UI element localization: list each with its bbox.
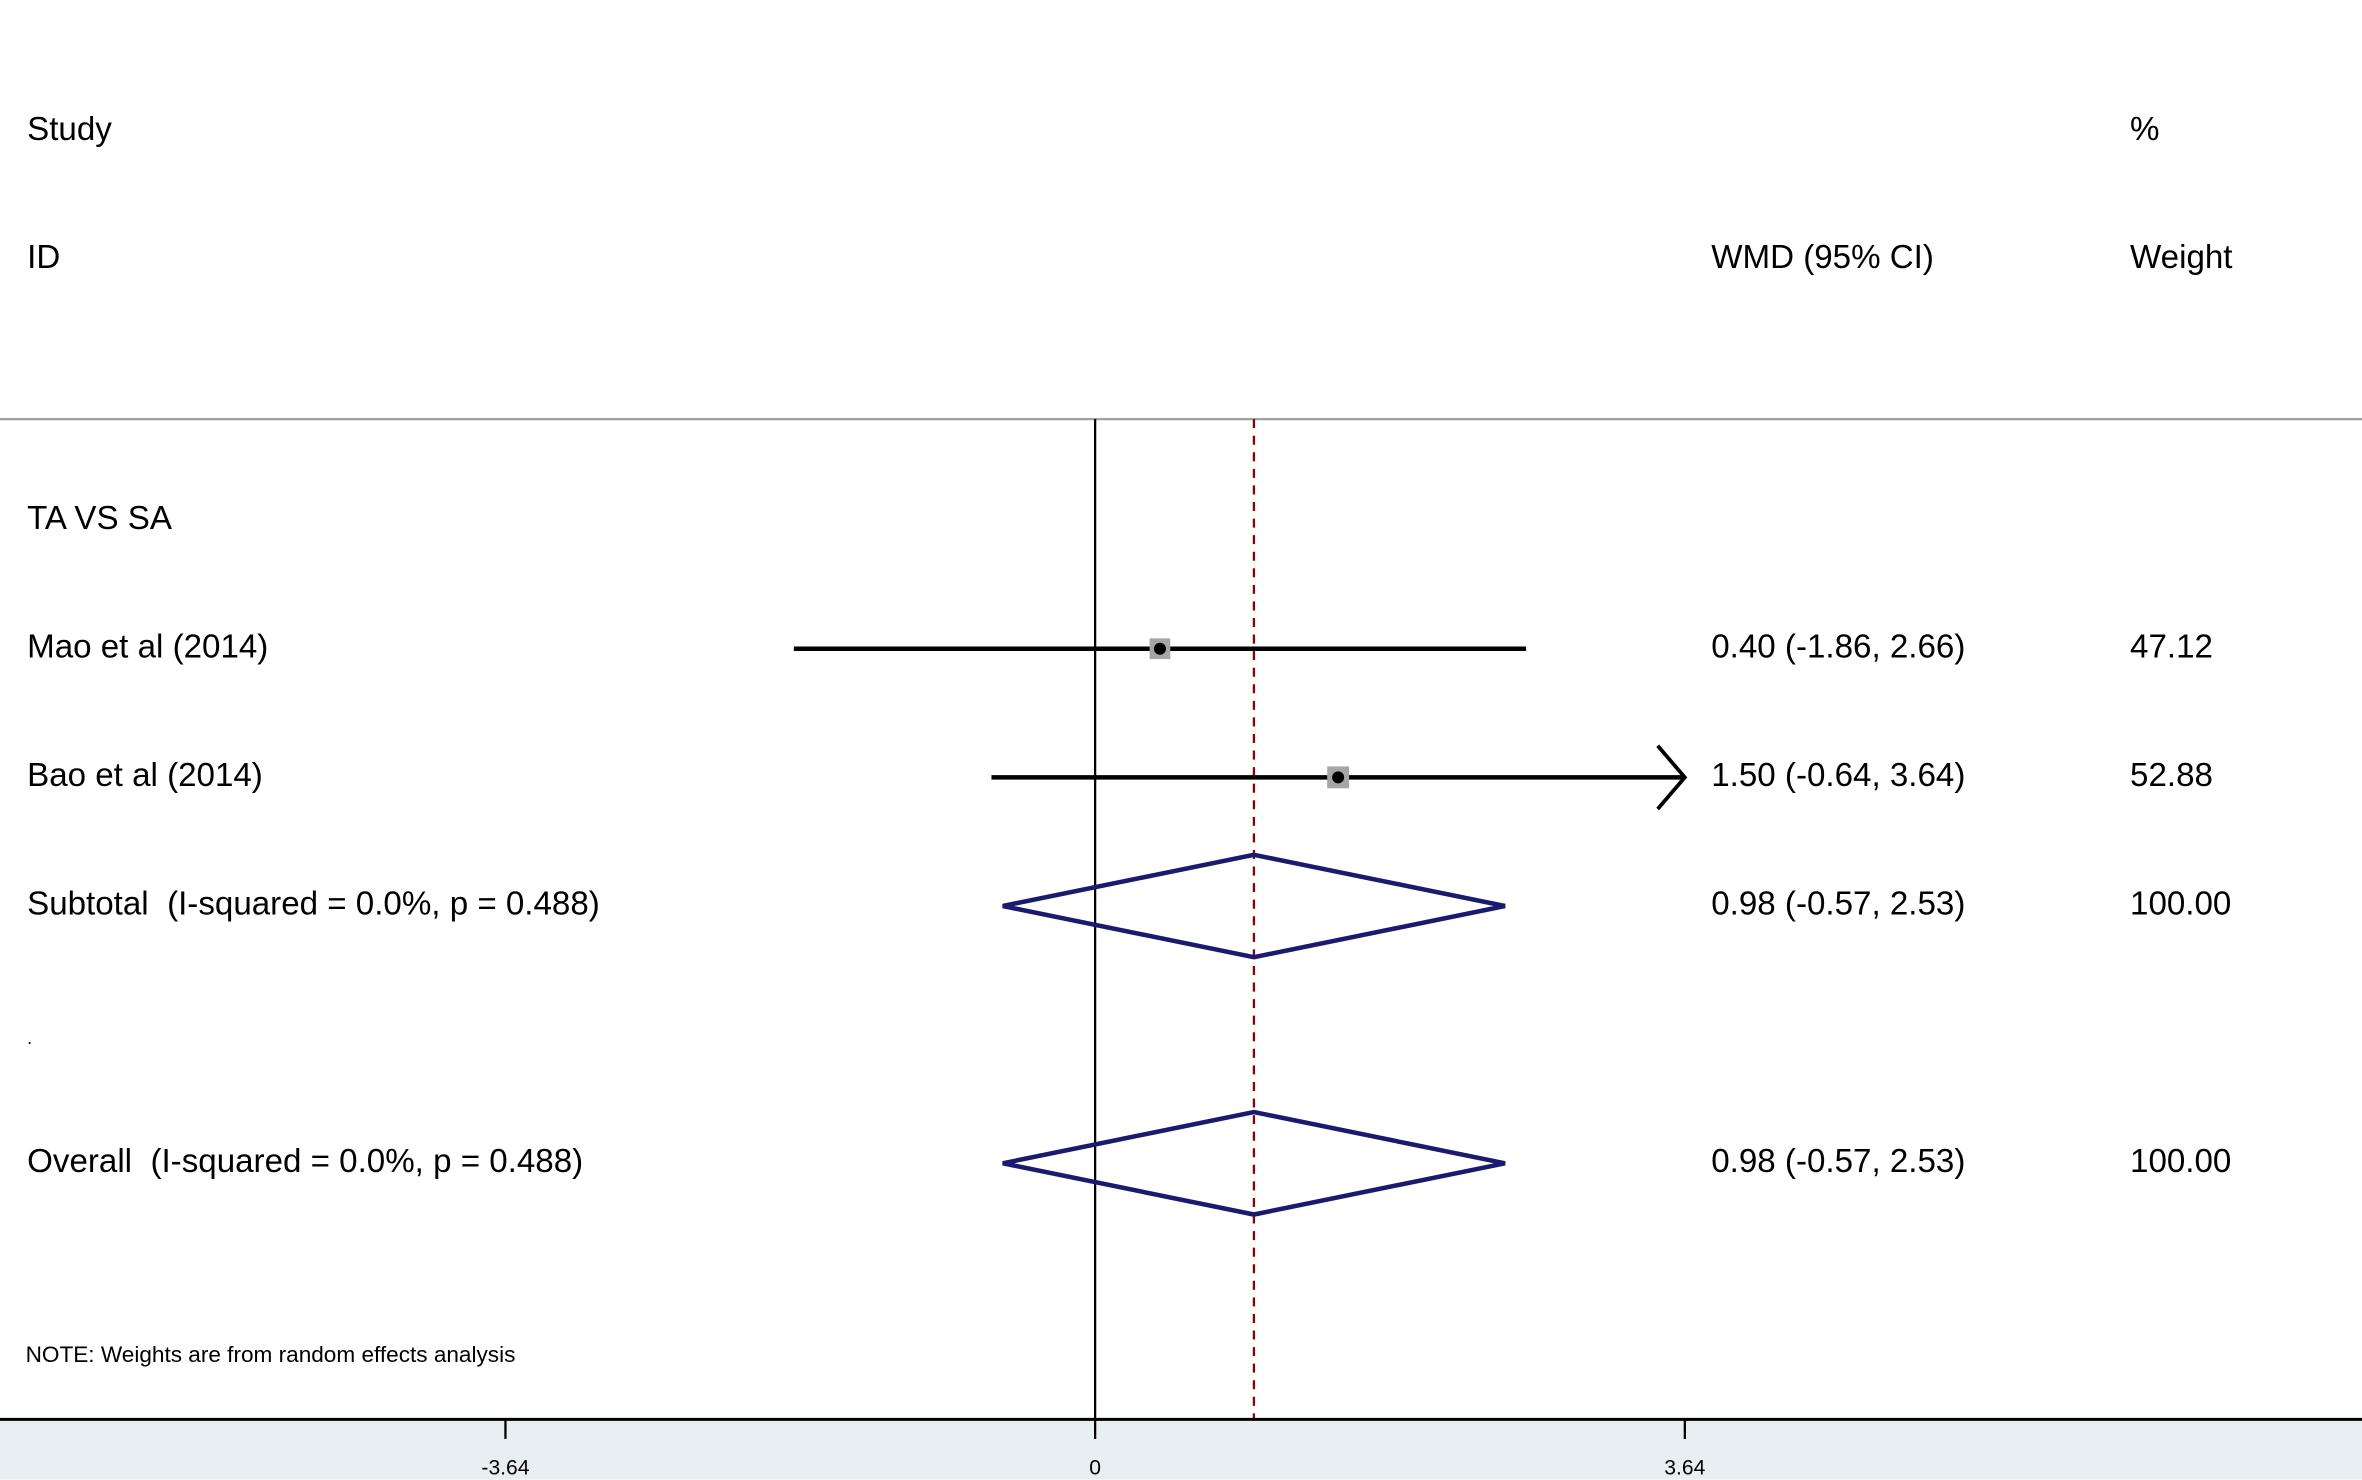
point-estimate (1153, 642, 1166, 655)
header-id: ID (27, 239, 60, 276)
x-tick-label: 3.64 (1664, 1457, 1705, 1480)
effect-label: 0.98 (-0.57, 2.53) (1711, 886, 1965, 923)
effect-label: 0.98 (-0.57, 2.53) (1711, 1143, 1965, 1180)
axis-band (0, 1419, 2362, 1480)
weight-label: 47.12 (2130, 628, 2213, 665)
header-study: Study (27, 111, 112, 148)
header-percent: % (2130, 111, 2159, 148)
ci-arrow (1656, 744, 1688, 811)
row-label: Subtotal (I-squared = 0.0%, p = 0.488) (27, 886, 600, 923)
weight-label: 52.88 (2130, 757, 2213, 794)
header-effect: WMD (95% CI) (1711, 239, 1934, 276)
row-label: Overall (I-squared = 0.0%, p = 0.488) (27, 1143, 583, 1180)
note: NOTE: Weights are from random effects an… (26, 1342, 516, 1367)
pooled-diamond (1002, 1109, 1506, 1217)
effect-label: 0.40 (-1.86, 2.66) (1711, 628, 1965, 665)
pooled-diamond (1002, 852, 1506, 960)
row-label: . (27, 1028, 32, 1048)
header-weight: Weight (2130, 239, 2233, 276)
weight-label: 100.00 (2130, 886, 2231, 923)
point-estimate (1332, 771, 1345, 784)
effect-label: 1.50 (-0.64, 3.64) (1711, 757, 1965, 794)
row-label: Bao et al (2014) (27, 757, 263, 794)
row-label: TA VS SA (27, 500, 173, 537)
x-tick-label: -3.64 (481, 1457, 529, 1480)
row-label: Mao et al (2014) (27, 628, 268, 665)
weight-label: 100.00 (2130, 1143, 2231, 1180)
x-tick-label: 0 (1089, 1457, 1101, 1480)
